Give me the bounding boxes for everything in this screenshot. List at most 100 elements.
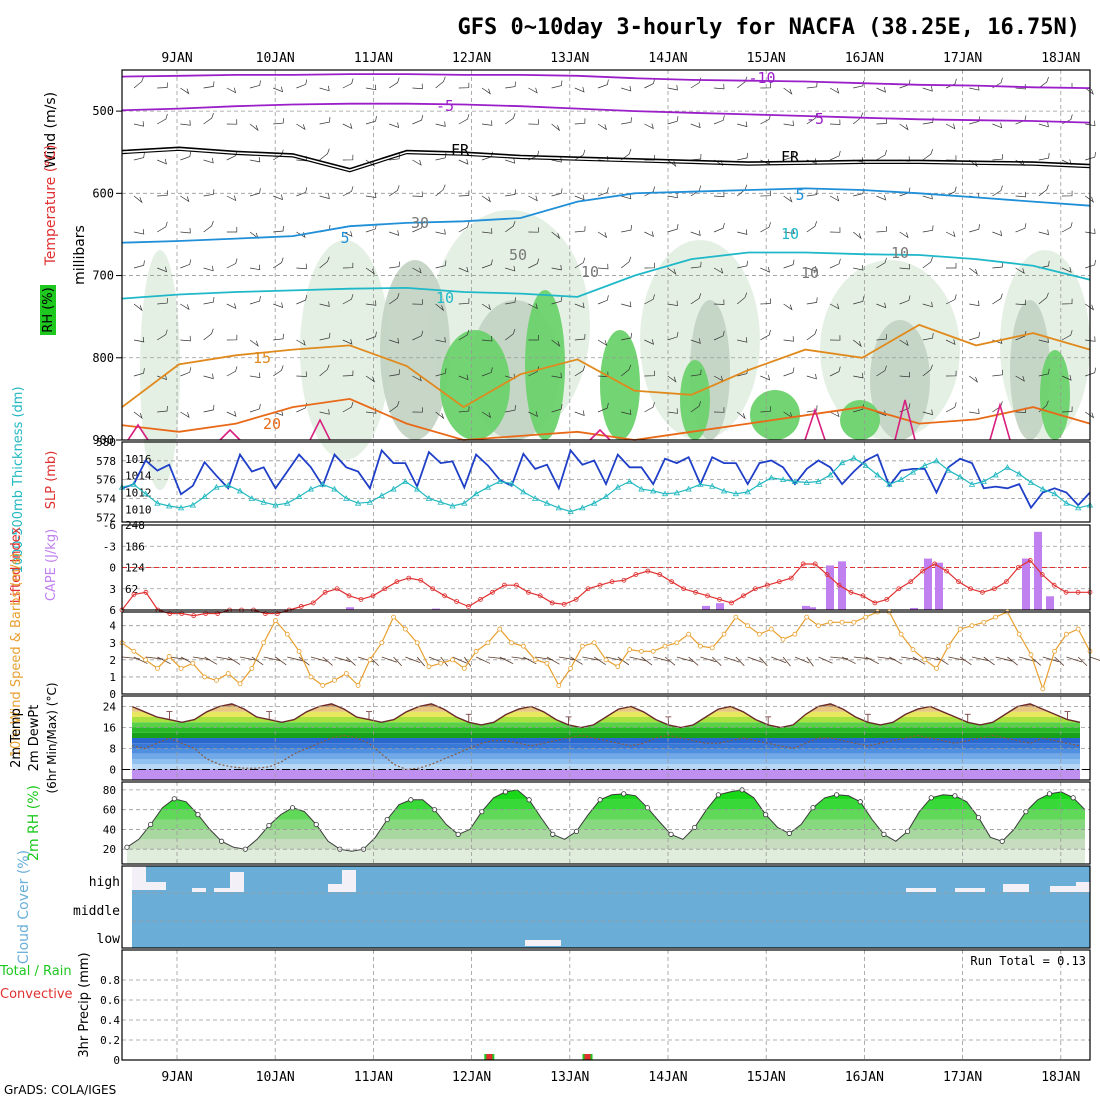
isotherm-5 bbox=[121, 187, 1091, 244]
rh-band bbox=[127, 829, 1085, 840]
wind-barb bbox=[760, 267, 771, 273]
temp-tick: 24 bbox=[103, 701, 117, 714]
wind10-barb bbox=[251, 656, 264, 666]
wind-barb bbox=[1061, 190, 1073, 197]
wind-barb bbox=[133, 229, 145, 235]
grads-credit: GrADS: COLA/IGES bbox=[4, 1083, 116, 1097]
wind-barb bbox=[412, 191, 423, 197]
top-day-labels: 9JAN 10JAN 11JAN 12JAN 13JAN 14JAN 15JAN 16JAN 1… bbox=[161, 51, 1080, 66]
wind-barb bbox=[969, 224, 980, 233]
wind-barb bbox=[226, 303, 237, 310]
wind-barb bbox=[412, 159, 422, 166]
wind-barb bbox=[249, 264, 261, 271]
top-day-label: 13JAN bbox=[550, 51, 589, 66]
wind-barb bbox=[226, 227, 238, 233]
li-point bbox=[310, 600, 316, 606]
li-point bbox=[1075, 589, 1081, 595]
thickness-point bbox=[744, 488, 751, 495]
li-point bbox=[920, 568, 926, 574]
panel-labels: Wind (m/s)Temperature (°C) RH (%) millibar… bbox=[0, 92, 92, 1058]
wind-barb bbox=[551, 231, 561, 240]
li-point bbox=[466, 604, 471, 609]
wind-barb bbox=[783, 336, 794, 342]
temp-band bbox=[132, 769, 1080, 780]
thickness-point bbox=[732, 490, 740, 497]
slp-line bbox=[121, 448, 1091, 510]
li-point bbox=[418, 577, 424, 583]
wind-barb bbox=[505, 189, 516, 197]
wind-barb bbox=[528, 87, 538, 94]
wind-barb bbox=[528, 195, 538, 202]
top-day-label: 16JAN bbox=[845, 51, 884, 66]
panel-frame bbox=[121, 441, 1091, 523]
wind-barb bbox=[249, 188, 261, 197]
rh-band bbox=[127, 839, 1085, 850]
rh-point bbox=[550, 831, 556, 837]
wind10-barb bbox=[570, 656, 583, 665]
wind-barb bbox=[481, 335, 493, 342]
slp-tick: 1016 bbox=[125, 453, 152, 466]
thickness-point bbox=[756, 481, 763, 487]
wind10-point bbox=[851, 619, 857, 625]
wind-barb bbox=[389, 261, 400, 269]
wind-barb bbox=[203, 297, 215, 305]
bottom-day-label: 10JAN bbox=[256, 1070, 295, 1085]
wind-barb bbox=[621, 85, 632, 92]
wind10-point bbox=[155, 665, 160, 671]
wind10-barb bbox=[1089, 656, 1100, 661]
li-point bbox=[872, 600, 878, 606]
cape-bar bbox=[716, 603, 724, 610]
wind10-barb bbox=[653, 656, 670, 662]
rh-key bbox=[40, 285, 56, 335]
temp-tick: 8 bbox=[109, 743, 116, 756]
thickness-point bbox=[177, 504, 185, 511]
wind-barb bbox=[853, 265, 864, 271]
wind-barb bbox=[737, 337, 748, 343]
wind10-point bbox=[202, 674, 208, 680]
wind-barb bbox=[389, 338, 400, 344]
wind-barb bbox=[876, 149, 887, 161]
run-total: Run Total = 0.13 bbox=[970, 954, 1086, 968]
wind10-point bbox=[225, 671, 231, 676]
wind-barb bbox=[667, 408, 678, 414]
contour-label: 20 bbox=[263, 415, 281, 433]
wind-barb bbox=[969, 332, 981, 341]
thickness-point bbox=[626, 478, 633, 484]
precip-panel: 0 0.2 0.4 0.6 0.8 Run Total = 0.13 bbox=[100, 949, 1091, 1067]
wind-barb bbox=[1061, 375, 1072, 381]
wind-barb bbox=[946, 263, 957, 269]
wind10-point bbox=[745, 623, 751, 629]
wind-barb bbox=[157, 221, 168, 233]
wind-barb bbox=[899, 339, 909, 347]
temp-band bbox=[132, 732, 1080, 738]
li-point bbox=[944, 568, 949, 574]
rh-point bbox=[621, 791, 627, 797]
slp-tick: 1010 bbox=[125, 503, 152, 516]
wind-barb bbox=[620, 364, 632, 377]
wind10-barb bbox=[546, 656, 560, 665]
li-point bbox=[191, 613, 197, 619]
wind-barb bbox=[853, 372, 864, 379]
thickness-point bbox=[154, 499, 161, 506]
wind10-barb bbox=[1042, 656, 1059, 663]
wind-barb bbox=[273, 118, 284, 125]
panel-frame bbox=[121, 781, 1091, 865]
wind-barb bbox=[551, 372, 562, 379]
thickness-point bbox=[838, 459, 846, 466]
wind10-barb bbox=[204, 656, 218, 665]
wind-barb bbox=[505, 158, 516, 164]
thickness-point bbox=[166, 502, 173, 509]
thickness-point bbox=[390, 485, 397, 492]
wind-barb bbox=[342, 123, 353, 130]
precip-conv-bar bbox=[584, 1054, 591, 1060]
bottom-day-label: 18JAN bbox=[1041, 1070, 1080, 1085]
rh-point bbox=[834, 792, 840, 798]
wind10-barb bbox=[239, 656, 258, 661]
slp-axis-label: SLP (mb) bbox=[44, 451, 59, 510]
wind-barb bbox=[1038, 368, 1050, 377]
precip-conv-label: Convective bbox=[0, 987, 73, 1002]
wind-barb bbox=[783, 259, 795, 269]
cape-bar bbox=[432, 608, 440, 610]
wind-barb bbox=[203, 81, 215, 89]
cloud-gap bbox=[1076, 882, 1090, 892]
